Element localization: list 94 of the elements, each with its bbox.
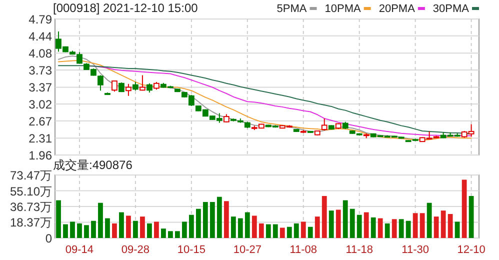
bar <box>216 196 222 238</box>
x-tick-label: 11-18 <box>346 244 374 256</box>
y-tick-label: 4.08 <box>28 46 52 61</box>
bar <box>420 213 425 238</box>
legend-label: 10PMA <box>324 3 362 15</box>
y-tick-label: 36.73万 <box>10 200 52 214</box>
bar <box>63 224 68 238</box>
bar <box>182 222 187 238</box>
x-tick-label: 09-14 <box>65 244 94 256</box>
x-tick-label: 11-30 <box>402 244 429 256</box>
candlestick <box>146 82 152 94</box>
x-tick-label: 10-15 <box>177 244 206 256</box>
bar <box>440 210 446 238</box>
x-tick-label: 09-28 <box>121 244 150 256</box>
bar <box>272 224 278 238</box>
candlestick <box>112 80 118 92</box>
y-tick-label: 1.96 <box>28 148 52 162</box>
bar <box>230 216 236 238</box>
bar <box>126 216 131 238</box>
bar <box>336 210 341 238</box>
x-tick-label: 11-08 <box>290 244 318 256</box>
bar <box>188 214 194 238</box>
bar <box>468 196 474 238</box>
bar <box>140 216 145 238</box>
bar <box>224 201 229 238</box>
bar <box>91 220 96 238</box>
y-tick-label: 3.37 <box>28 80 52 95</box>
bar <box>98 202 103 238</box>
bar <box>258 223 264 238</box>
bar <box>350 208 355 238</box>
bar <box>133 220 138 238</box>
bar <box>412 213 418 238</box>
bar <box>105 218 110 238</box>
bar <box>154 222 159 238</box>
bar <box>147 223 152 238</box>
bar <box>252 216 257 238</box>
bar <box>356 214 362 238</box>
bar <box>426 202 432 238</box>
y-tick-label: 3.73 <box>28 63 52 78</box>
legend-label: 30PMA <box>432 3 470 15</box>
y-tick-label: 4.79 <box>28 12 52 26</box>
bar <box>210 202 215 238</box>
bar <box>280 228 285 238</box>
bar <box>77 223 82 238</box>
bar <box>342 200 348 238</box>
chart-title: [000918] 2021-12-10 15:00 <box>53 1 198 15</box>
bar <box>434 216 439 238</box>
candlestick <box>98 74 104 92</box>
bar <box>266 224 271 238</box>
candlestick <box>140 74 146 92</box>
y-tick-label: 55.10万 <box>10 184 52 198</box>
bar <box>448 214 453 238</box>
bar <box>238 218 243 238</box>
bar <box>406 220 411 238</box>
bar <box>168 231 173 238</box>
bar <box>174 231 180 238</box>
bar <box>314 216 320 238</box>
y-tick-label: 73.47万 <box>10 168 52 182</box>
chart-title: 成交量:490876 <box>53 158 133 172</box>
bar <box>56 200 61 238</box>
bar <box>112 223 117 238</box>
bar <box>454 222 460 238</box>
bar <box>364 212 369 238</box>
x-tick-label: 10-27 <box>233 244 262 256</box>
bar <box>370 217 376 238</box>
bar <box>196 208 201 238</box>
bar <box>244 212 250 238</box>
legend-label: 5PMA <box>276 3 308 15</box>
bar <box>84 225 89 238</box>
bar <box>308 226 313 238</box>
y-tick-label: 3.02 <box>28 98 52 112</box>
y-tick-label: 2.67 <box>28 114 52 128</box>
candlestick <box>321 118 328 131</box>
y-tick-label: 2.31 <box>28 132 52 146</box>
legend-label: 20PMA <box>378 3 416 15</box>
y-tick-label: 4.44 <box>28 29 52 44</box>
bar <box>294 223 299 238</box>
bar <box>286 226 292 238</box>
bar <box>119 212 124 238</box>
candlestick <box>126 83 132 96</box>
bar <box>322 196 327 238</box>
y-tick-label: 0 <box>45 232 52 246</box>
bar <box>398 219 404 238</box>
bar <box>161 228 166 238</box>
bar <box>328 210 334 238</box>
bar <box>392 219 397 238</box>
bar <box>462 180 467 238</box>
bar <box>202 202 208 238</box>
bar <box>378 218 383 238</box>
x-tick-label: 12-10 <box>457 244 486 256</box>
bar <box>384 223 390 238</box>
bar <box>70 222 75 238</box>
y-tick-label: 18.37万 <box>10 216 52 230</box>
bar <box>300 222 306 238</box>
